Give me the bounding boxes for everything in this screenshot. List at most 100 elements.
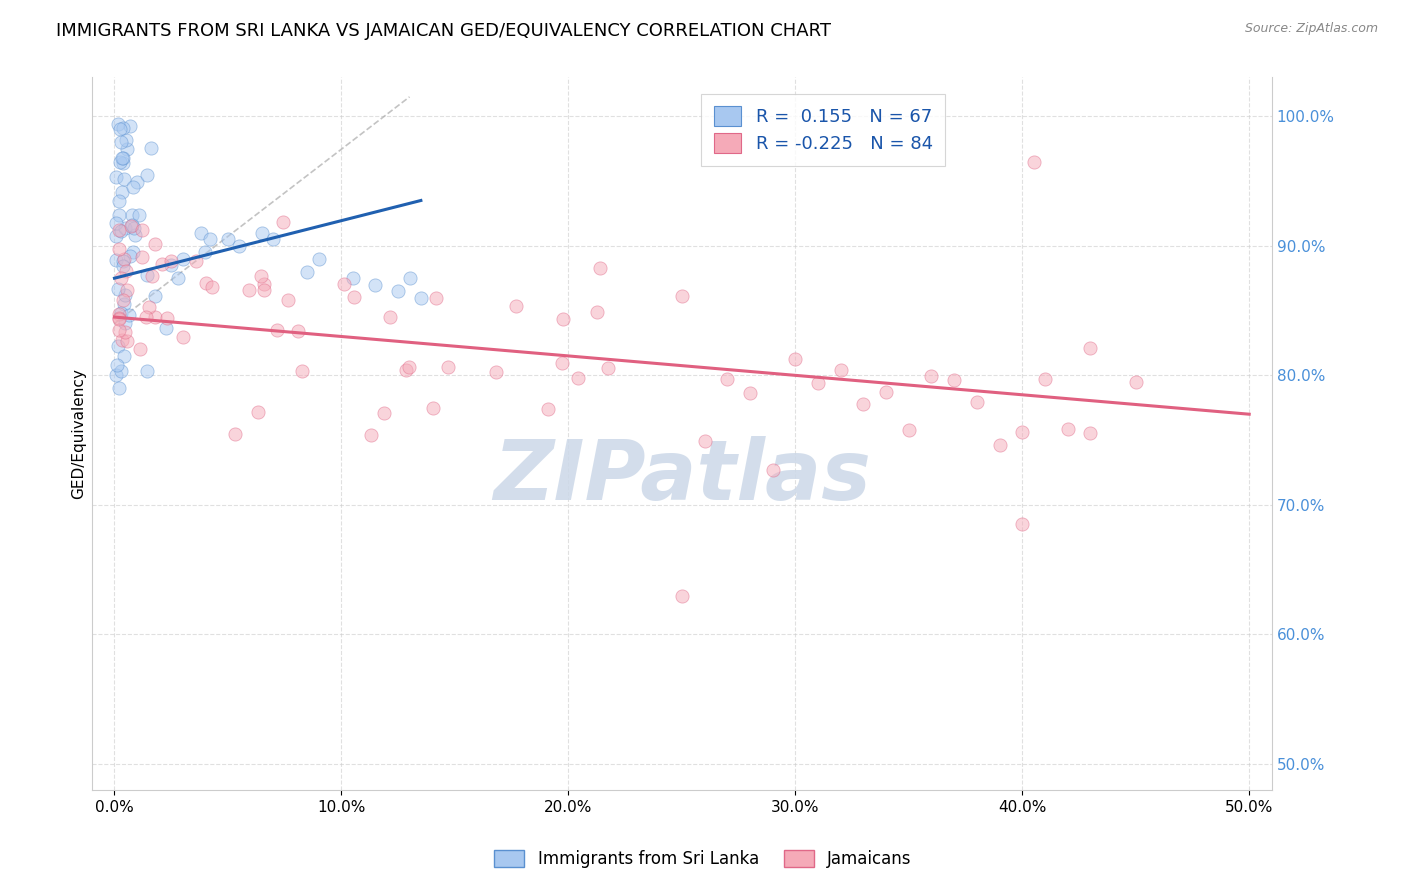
Point — [115, 142, 138, 156]
Point — [342, 271, 364, 285]
Point — [409, 291, 432, 305]
Point — [395, 362, 418, 376]
Point — [107, 339, 129, 353]
Point — [1078, 425, 1101, 440]
Point — [360, 428, 382, 442]
Point — [120, 219, 142, 233]
Point — [807, 376, 830, 391]
Point — [111, 333, 134, 347]
Point — [343, 290, 366, 304]
Point — [115, 283, 138, 297]
Point — [738, 385, 761, 400]
Point — [108, 310, 131, 325]
Point — [1125, 375, 1147, 389]
Point — [921, 368, 943, 383]
Point — [129, 343, 152, 357]
Point — [115, 264, 138, 278]
Point — [114, 316, 136, 330]
Point — [250, 268, 273, 283]
Point — [505, 299, 527, 313]
Point — [253, 277, 276, 291]
Point — [118, 119, 141, 133]
Point — [160, 254, 183, 268]
Point — [138, 301, 160, 315]
Point — [135, 168, 157, 182]
Point — [131, 222, 153, 236]
Point — [105, 216, 128, 230]
Point — [253, 283, 276, 297]
Point — [128, 208, 150, 222]
Point — [250, 226, 273, 240]
Point — [104, 368, 127, 382]
Point — [108, 307, 131, 321]
Point — [107, 282, 129, 296]
Point — [550, 356, 572, 370]
Point — [224, 427, 246, 442]
Point — [586, 305, 609, 319]
Point — [228, 239, 250, 253]
Point — [671, 288, 693, 302]
Y-axis label: GED/Equivalency: GED/Equivalency — [72, 368, 86, 500]
Point — [589, 261, 612, 276]
Point — [125, 175, 148, 189]
Point — [114, 220, 136, 235]
Point — [195, 277, 218, 291]
Point — [246, 404, 269, 418]
Point — [121, 218, 143, 232]
Point — [425, 291, 447, 305]
Point — [110, 122, 132, 136]
Point — [122, 245, 145, 260]
Legend: Immigrants from Sri Lanka, Jamaicans: Immigrants from Sri Lanka, Jamaicans — [488, 843, 918, 875]
Point — [118, 308, 141, 322]
Point — [943, 373, 966, 387]
Point — [1022, 154, 1045, 169]
Point — [238, 283, 260, 297]
Point — [387, 284, 409, 298]
Point — [110, 135, 132, 149]
Point — [112, 252, 135, 267]
Point — [108, 155, 131, 169]
Text: ZIPatlas: ZIPatlas — [494, 436, 870, 516]
Point — [111, 120, 134, 135]
Point — [1056, 422, 1078, 436]
Point — [112, 156, 135, 170]
Point — [134, 310, 156, 324]
Point — [1011, 425, 1033, 440]
Point — [201, 280, 224, 294]
Point — [537, 402, 560, 417]
Point — [198, 232, 221, 246]
Point — [297, 265, 319, 279]
Point — [693, 434, 716, 448]
Point — [108, 194, 131, 208]
Point — [966, 395, 988, 409]
Point — [1033, 372, 1056, 386]
Point — [852, 397, 875, 411]
Point — [437, 359, 460, 374]
Point — [266, 323, 288, 337]
Point — [485, 365, 508, 379]
Point — [567, 371, 589, 385]
Point — [110, 305, 132, 319]
Point — [184, 253, 207, 268]
Point — [785, 352, 807, 367]
Point — [136, 268, 159, 282]
Point — [160, 258, 183, 272]
Point — [121, 208, 143, 222]
Point — [172, 329, 194, 343]
Point — [111, 293, 134, 308]
Point — [167, 271, 190, 285]
Point — [110, 271, 132, 285]
Point — [122, 180, 145, 194]
Text: Source: ZipAtlas.com: Source: ZipAtlas.com — [1244, 22, 1378, 36]
Point — [112, 297, 135, 311]
Point — [671, 589, 693, 603]
Point — [124, 228, 146, 243]
Legend: R =  0.155   N = 67, R = -0.225   N = 84: R = 0.155 N = 67, R = -0.225 N = 84 — [702, 94, 945, 166]
Point — [150, 257, 173, 271]
Point — [875, 385, 897, 400]
Point — [112, 349, 135, 363]
Point — [143, 289, 166, 303]
Point — [104, 169, 127, 184]
Point — [308, 252, 330, 266]
Point — [108, 243, 131, 257]
